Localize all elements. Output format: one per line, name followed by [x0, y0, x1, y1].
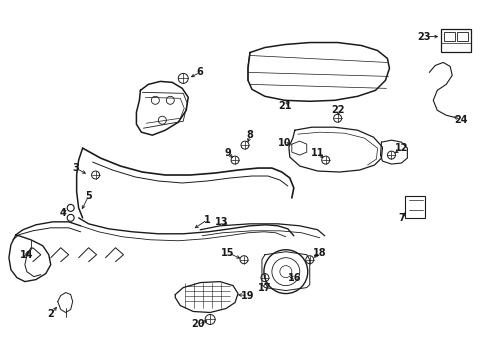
Text: 17: 17: [258, 283, 271, 293]
Bar: [457, 32, 468, 41]
Text: 21: 21: [278, 101, 292, 111]
Text: 10: 10: [278, 138, 292, 148]
Text: 18: 18: [313, 248, 326, 258]
Text: 4: 4: [59, 208, 66, 218]
Text: 19: 19: [241, 291, 255, 301]
Bar: [441, 28, 471, 53]
Text: 2: 2: [48, 310, 54, 319]
Text: 23: 23: [417, 32, 431, 41]
Text: 13: 13: [215, 217, 229, 227]
Text: 20: 20: [192, 319, 205, 329]
Text: 5: 5: [85, 191, 92, 201]
Text: 15: 15: [221, 248, 235, 258]
Bar: [444, 32, 455, 41]
Text: 16: 16: [288, 273, 301, 283]
Text: 24: 24: [454, 115, 468, 125]
Text: 3: 3: [73, 163, 79, 173]
Text: 1: 1: [204, 215, 211, 225]
Text: 9: 9: [225, 148, 231, 158]
Text: 22: 22: [331, 105, 344, 115]
Text: 7: 7: [398, 213, 405, 223]
Text: 6: 6: [197, 67, 203, 77]
Text: 14: 14: [20, 250, 34, 260]
Text: 8: 8: [246, 130, 253, 140]
Text: 11: 11: [311, 148, 324, 158]
Text: 12: 12: [394, 143, 408, 153]
Bar: [405, 196, 425, 218]
